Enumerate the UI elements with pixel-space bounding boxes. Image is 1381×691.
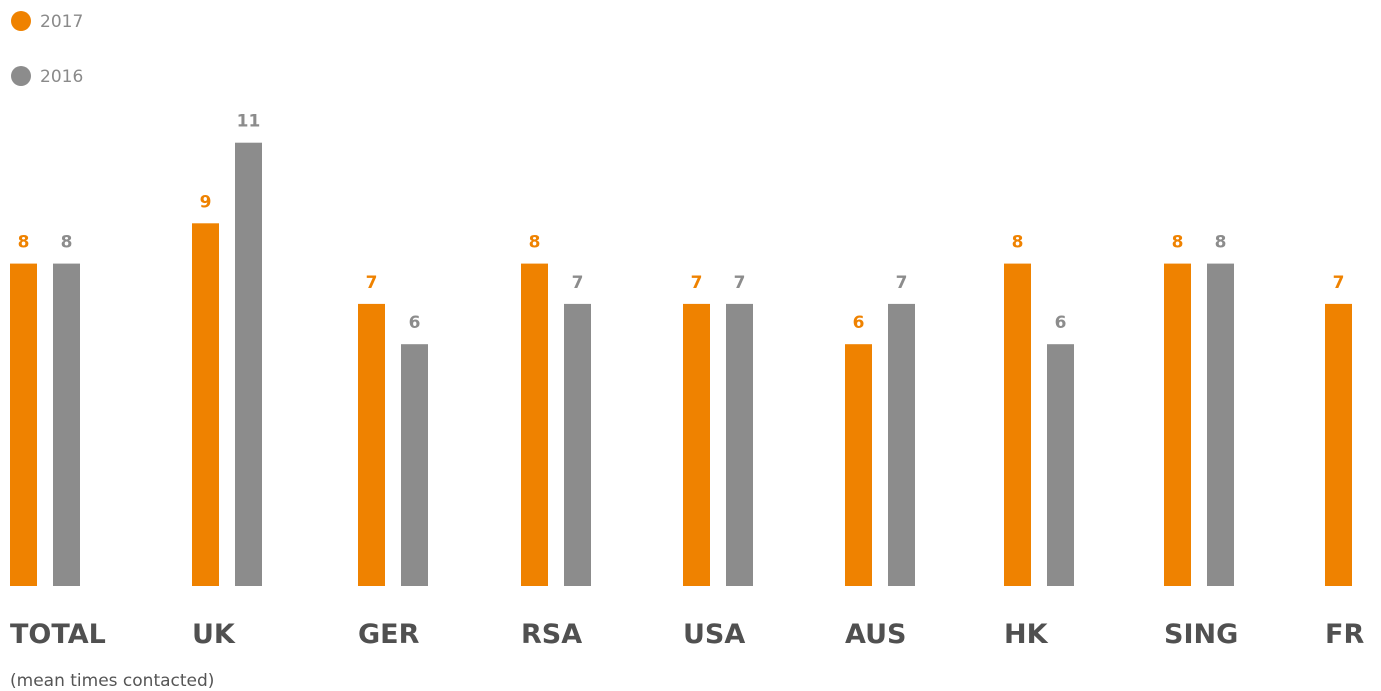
value-label-sing-2017: 8: [1172, 233, 1184, 253]
bar-usa-2016: [726, 303, 753, 586]
value-label-usa-2017: 7: [691, 273, 703, 293]
value-label-sing-2016: 8: [1215, 233, 1227, 253]
bar-total-2016: [53, 263, 80, 586]
bar-rsa-2017: [521, 263, 548, 586]
category-labels-layer: TOTAL UK GER RSA USA AUS HK SING FR: [10, 619, 1364, 650]
bar-sing-2017: [1164, 263, 1191, 586]
legend: 2017 2016: [11, 11, 83, 87]
value-label-usa-2016: 7: [734, 273, 746, 293]
value-labels-layer: 8 8 9 11 7 6 8 7 7 7 6 7 8 6 8 8 7: [18, 112, 1345, 334]
value-label-aus-2017: 6: [853, 313, 865, 333]
bar-aus-2017: [845, 344, 872, 586]
bar-hk-2016: [1047, 344, 1074, 586]
value-label-aus-2016: 7: [896, 273, 908, 293]
legend-swatch-2017: [11, 11, 31, 31]
value-label-uk-2016: 11: [237, 112, 261, 132]
value-label-total-2016: 8: [61, 233, 73, 253]
value-label-hk-2016: 6: [1055, 313, 1067, 333]
bar-total-2017: [10, 263, 37, 586]
value-label-hk-2017: 8: [1012, 233, 1024, 253]
bar-ger-2016: [401, 344, 428, 586]
bar-sing-2016: [1207, 263, 1234, 586]
category-label-hk: HK: [1004, 619, 1049, 650]
value-label-total-2017: 8: [18, 233, 30, 253]
bar-hk-2017: [1004, 263, 1031, 586]
category-label-rsa: RSA: [521, 619, 582, 650]
value-label-rsa-2016: 7: [572, 273, 584, 293]
value-label-ger-2017: 7: [366, 273, 378, 293]
bar-usa-2017: [683, 303, 710, 586]
value-label-fr-2017: 7: [1333, 273, 1345, 293]
category-label-uk: UK: [192, 619, 236, 650]
legend-label-2017: 2017: [40, 12, 83, 32]
chart-note: (mean times contacted): [10, 671, 214, 691]
category-label-ger: GER: [358, 619, 420, 650]
legend-swatch-2016: [11, 66, 31, 86]
bar-rsa-2016: [564, 303, 591, 586]
bar-aus-2016: [888, 303, 915, 586]
value-label-rsa-2017: 8: [529, 233, 541, 253]
category-label-sing: SING: [1164, 619, 1238, 650]
category-label-fr: FR: [1325, 619, 1364, 650]
bar-uk-2016: [235, 142, 262, 586]
bar-uk-2017: [192, 223, 219, 587]
category-label-usa: USA: [683, 619, 745, 650]
category-label-total: TOTAL: [10, 619, 106, 650]
value-label-uk-2017: 9: [200, 192, 212, 212]
bar-fr-2017: [1325, 303, 1352, 586]
category-label-aus: AUS: [845, 619, 906, 650]
bar-ger-2017: [358, 303, 385, 586]
bars-layer: [10, 142, 1352, 587]
legend-label-2016: 2016: [40, 67, 83, 87]
value-label-ger-2016: 6: [409, 313, 421, 333]
